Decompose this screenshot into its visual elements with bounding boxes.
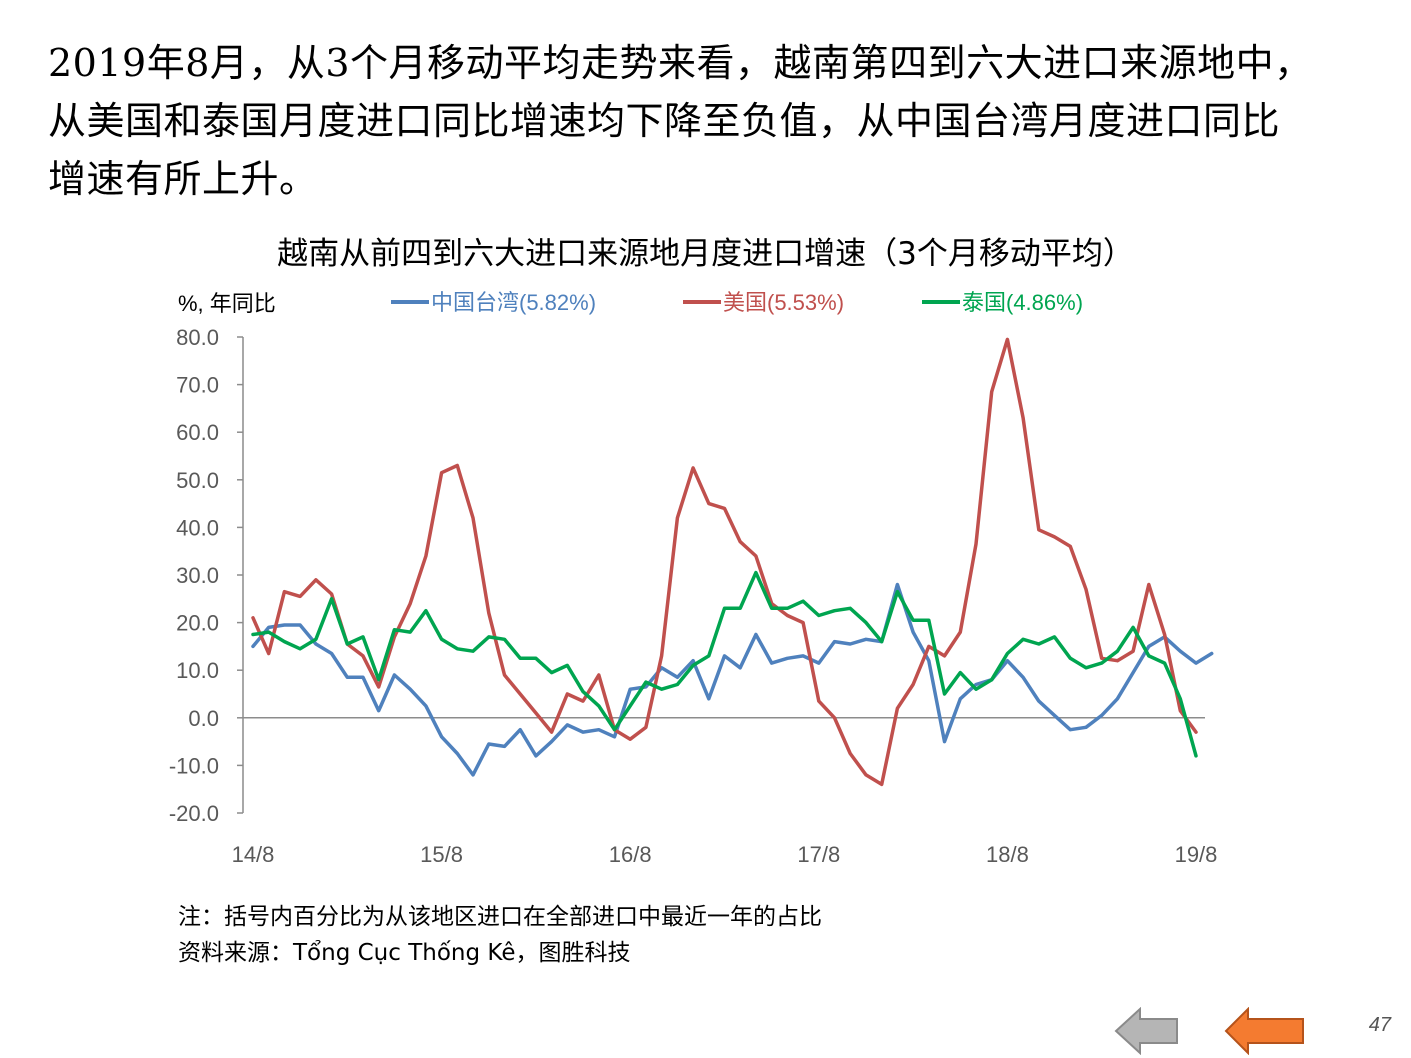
y-tick-label: 0.0 bbox=[188, 706, 219, 731]
x-tick-label: 17/8 bbox=[797, 842, 840, 867]
headline: 2019年8月，从3个月移动平均走势来看，越南第四到六大进口来源地中， 从美国和… bbox=[48, 34, 1388, 208]
legend-label-3: 泰国(4.86%) bbox=[962, 290, 1083, 315]
y-tick-label: 70.0 bbox=[176, 373, 219, 398]
headline-line-2: 从美国和泰国月度进口同比增速均下降至负值，从中国台湾月度进口同比 bbox=[48, 99, 1281, 143]
chart-title: 越南从前四到六大进口来源地月度进口增速（3个月移动平均） bbox=[277, 236, 1134, 272]
y-tick-label: 40.0 bbox=[176, 515, 219, 540]
series-line-3 bbox=[251, 570, 1198, 758]
headline-line-3: 增速有所上升。 bbox=[48, 157, 318, 201]
chart-note: 注：括号内百分比为从该地区进口在全部进口中最近一年的占比 bbox=[178, 904, 822, 930]
legend-label-1: 中国台湾(5.82%) bbox=[431, 290, 596, 315]
x-tick-label: 18/8 bbox=[986, 842, 1029, 867]
forward-arrow-icon[interactable] bbox=[1224, 1007, 1306, 1055]
y-tick-label: 10.0 bbox=[176, 658, 219, 683]
back-arrow-icon[interactable] bbox=[1114, 1007, 1180, 1055]
legend-label-2: 美国(5.53%) bbox=[723, 290, 844, 315]
chart-legend: 中国台湾(5.82%) 美国(5.53%) 泰国(4.86%) bbox=[391, 290, 1083, 315]
page-number: 47 bbox=[1368, 1014, 1391, 1036]
y-tick-label: 20.0 bbox=[176, 611, 219, 636]
y-tick-label: 60.0 bbox=[176, 420, 219, 445]
line-chart: 80.0 70.0 60.0 50.0 40.0 30.0 20.0 10.0 0.0 -10.0… bbox=[169, 290, 1218, 867]
x-tick-label: 15/8 bbox=[420, 842, 463, 867]
y-tick-label: -20.0 bbox=[169, 801, 219, 826]
x-tick-label: 19/8 bbox=[1175, 842, 1218, 867]
y-axis-label: %, 年同比 bbox=[178, 291, 276, 316]
chart-series bbox=[251, 337, 1214, 787]
chart-axes: 80.0 70.0 60.0 50.0 40.0 30.0 20.0 10.0 0.0 -10.0… bbox=[169, 291, 1218, 867]
x-tick-label: 14/8 bbox=[232, 842, 275, 867]
y-tick-label: 50.0 bbox=[176, 468, 219, 493]
y-tick-label: -10.0 bbox=[169, 753, 219, 778]
headline-line-1: 2019年8月，从3个月移动平均走势来看，越南第四到六大进口来源地中， bbox=[48, 41, 1313, 85]
y-tick-label: 80.0 bbox=[176, 325, 219, 350]
chart-source: 资料来源：Tổng Cục Thống Kê，图胜科技 bbox=[178, 940, 631, 966]
series-line-2 bbox=[251, 337, 1198, 787]
series-line-1 bbox=[251, 582, 1214, 777]
y-tick-label: 30.0 bbox=[176, 563, 219, 588]
x-tick-label: 16/8 bbox=[609, 842, 652, 867]
